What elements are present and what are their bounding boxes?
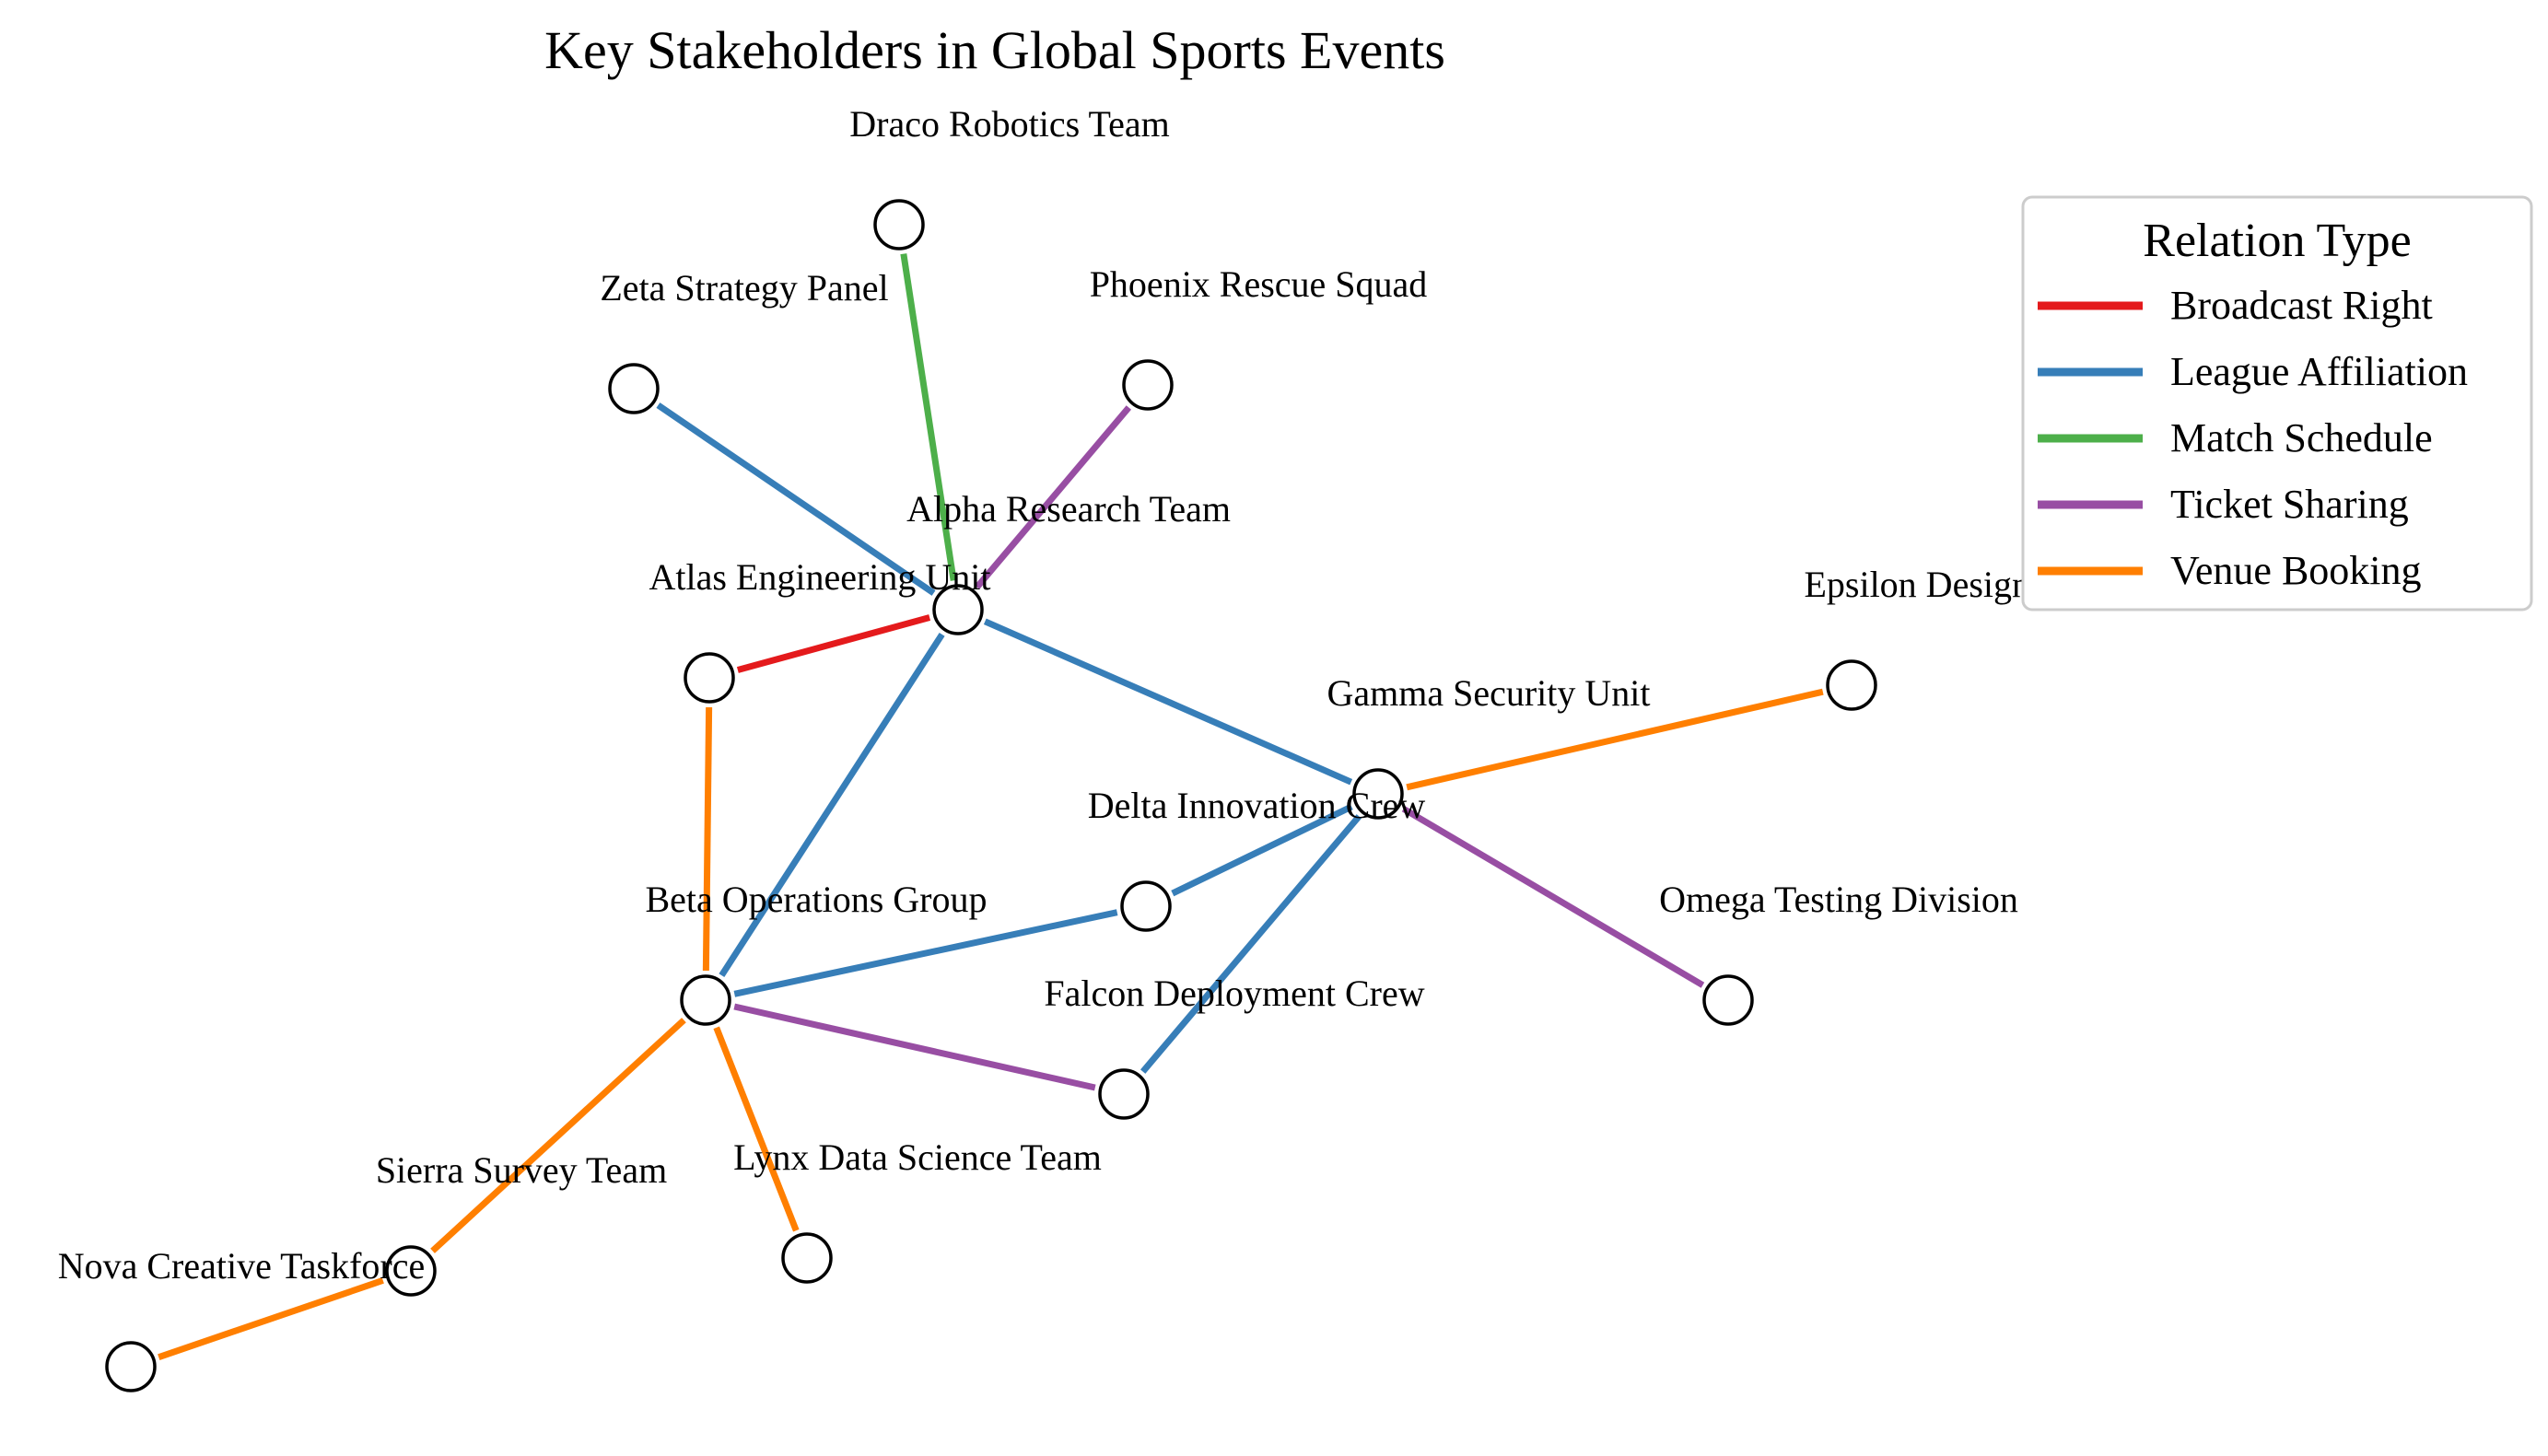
edge-alpha-gamma — [983, 618, 1353, 786]
node-atlas[interactable] — [684, 652, 735, 704]
node-label-falcon: Falcon Deployment Crew — [1044, 973, 1424, 1014]
node-label-zeta: Zeta Strategy Panel — [600, 267, 888, 309]
edge-alpha-zeta — [656, 402, 936, 596]
edge-beta-sierra — [430, 1018, 686, 1253]
edge-gamma-delta — [1171, 803, 1353, 897]
chart-title: Key Stakeholders in Global Sports Events — [544, 20, 1445, 80]
node-zeta[interactable] — [608, 363, 660, 414]
node-draco[interactable] — [873, 199, 925, 250]
label-layer: Alpha Research Team Atlas Engineering Uni… — [58, 103, 2121, 1287]
node-epsilon[interactable] — [1826, 659, 1877, 711]
node-label-beta: Beta Operations Group — [645, 879, 987, 920]
node-phoenix[interactable] — [1122, 359, 1174, 411]
node-falcon[interactable] — [1098, 1068, 1150, 1120]
node-label-atlas: Atlas Engineering Unit — [649, 556, 990, 598]
node-nova[interactable] — [105, 1341, 157, 1392]
edge-gamma-falcon — [1140, 814, 1362, 1074]
legend-label-3: Ticket Sharing — [2170, 482, 2409, 527]
edge-alpha-atlas — [736, 614, 931, 673]
node-beta[interactable] — [680, 974, 731, 1026]
legend-box — [2021, 195, 2533, 612]
edge-alpha-beta — [719, 632, 945, 978]
node-label-phoenix: Phoenix Rescue Squad — [1090, 263, 1428, 305]
edge-beta-lynx — [713, 1026, 800, 1232]
node-label-alpha: Alpha Research Team — [906, 488, 1231, 530]
edge-beta-delta — [733, 909, 1118, 997]
edge-atlas-beta — [702, 706, 713, 972]
node-label-gamma: Gamma Security Unit — [1327, 672, 1650, 714]
legend-label-2: Match Schedule — [2170, 415, 2433, 460]
node-label-draco: Draco Robotics Team — [849, 103, 1169, 145]
edge-gamma-omega — [1401, 806, 1705, 988]
node-omega[interactable] — [1702, 974, 1754, 1026]
edge-sierra-nova — [158, 1277, 384, 1360]
node-label-nova: Nova Creative Taskforce — [58, 1245, 426, 1287]
edge-gamma-epsilon — [1406, 688, 1824, 791]
legend-label-4: Venue Booking — [2170, 548, 2422, 593]
node-delta[interactable] — [1120, 880, 1172, 932]
legend-items: Broadcast Right League Affiliation Match S… — [2038, 283, 2468, 593]
legend-label-1: League Affiliation — [2170, 349, 2468, 394]
edge-layer — [158, 253, 1824, 1360]
edge-alpha-phoenix — [974, 405, 1132, 589]
node-label-delta: Delta Innovation Crew — [1088, 785, 1426, 826]
edge-beta-falcon — [733, 1003, 1096, 1091]
node-label-lynx: Lynx Data Science Team — [733, 1136, 1102, 1178]
legend: Relation Type Broadcast Right League Affi… — [2021, 195, 2533, 612]
node-label-sierra: Sierra Survey Team — [376, 1149, 667, 1191]
legend-label-0: Broadcast Right — [2170, 283, 2433, 328]
node-gamma[interactable] — [1352, 768, 1404, 820]
node-lynx[interactable] — [781, 1232, 833, 1284]
legend-title: Relation Type — [2143, 215, 2411, 267]
node-sierra[interactable] — [385, 1245, 437, 1297]
node-layer — [105, 199, 1877, 1392]
edge-alpha-draco — [900, 253, 957, 581]
node-label-omega: Omega Testing Division — [1659, 879, 2018, 920]
node-alpha[interactable] — [932, 584, 984, 635]
